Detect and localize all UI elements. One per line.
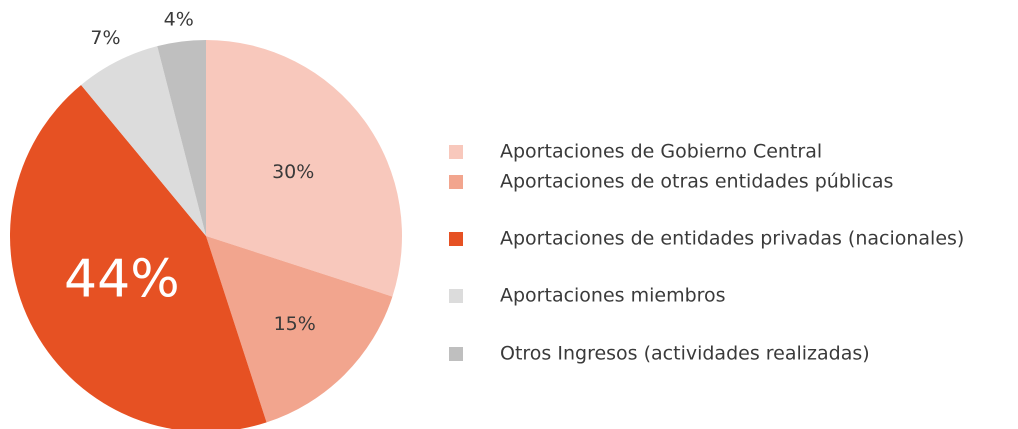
slice-label: 44% bbox=[64, 249, 180, 309]
legend-label: Otros Ingresos (actividades realizadas) bbox=[500, 343, 870, 365]
legend-label: Aportaciones de otras entidades públicas bbox=[500, 171, 893, 193]
legend-label: Aportaciones miembros bbox=[500, 285, 726, 307]
legend-swatch bbox=[449, 289, 463, 303]
pie-slice bbox=[81, 46, 206, 236]
legend-swatch bbox=[449, 347, 463, 361]
legend-label: Aportaciones de entidades privadas (naci… bbox=[500, 228, 964, 250]
legend-swatch bbox=[449, 175, 463, 189]
legend-label: Aportaciones de Gobierno Central bbox=[500, 141, 822, 163]
pie-slice bbox=[206, 236, 393, 423]
pie-slice bbox=[157, 40, 206, 236]
slice-label: 7% bbox=[90, 27, 120, 49]
slice-label: 30% bbox=[272, 161, 314, 183]
pie-slice bbox=[206, 40, 402, 297]
legend-swatch bbox=[449, 145, 463, 159]
legend-swatch bbox=[449, 232, 463, 246]
slice-label: 4% bbox=[164, 9, 194, 31]
pie-slice bbox=[10, 84, 267, 429]
slice-label: 15% bbox=[274, 313, 316, 335]
